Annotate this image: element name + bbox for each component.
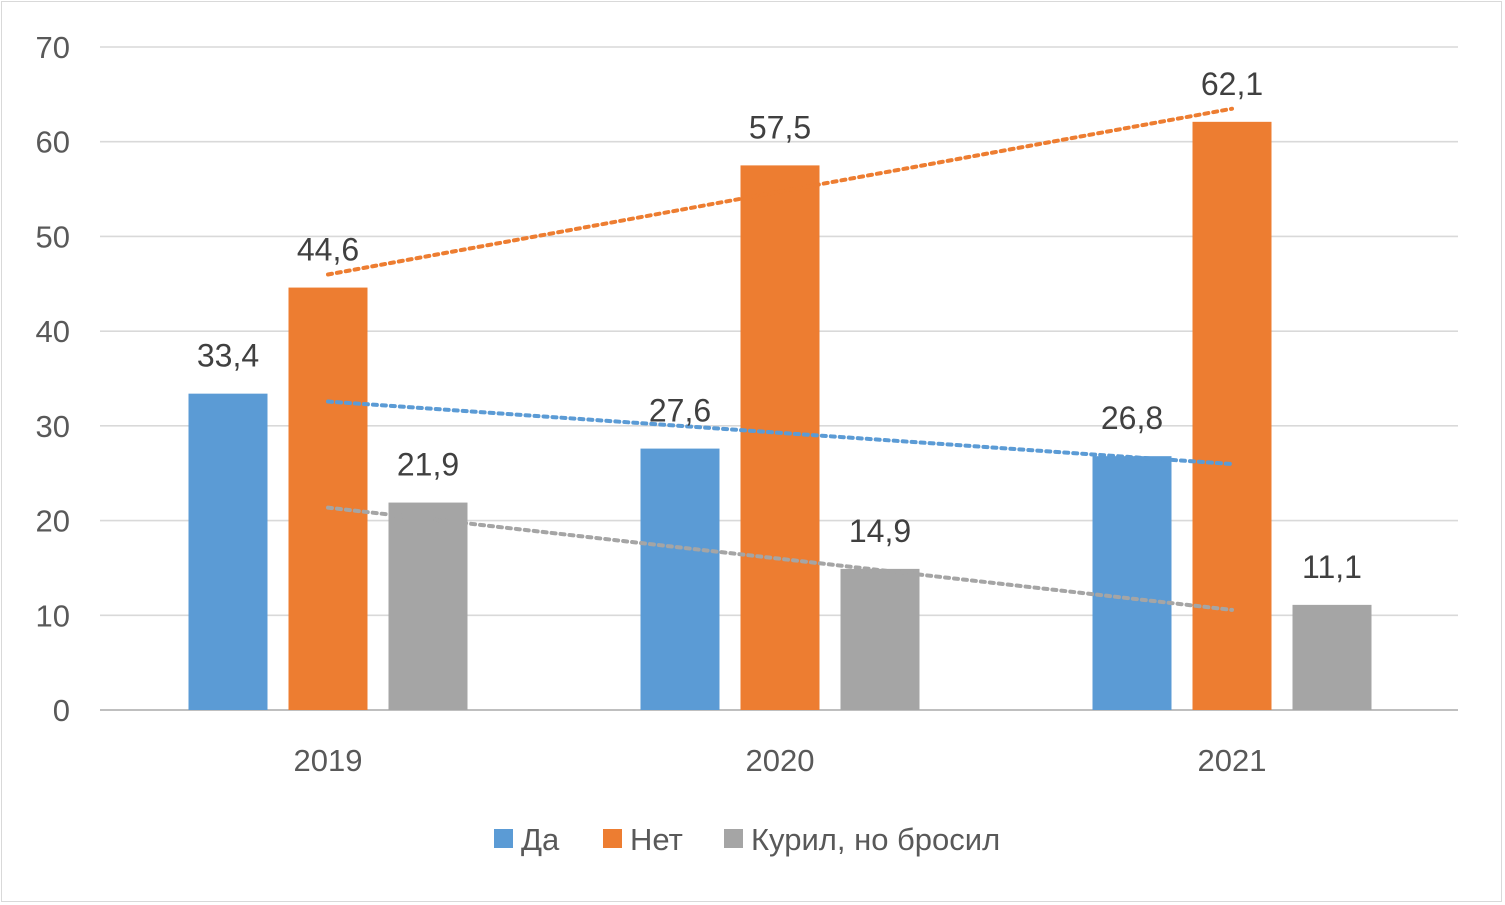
- bar: [640, 448, 720, 710]
- x-category-label: 2021: [1198, 743, 1267, 778]
- legend: Да Нет Курил, но бросил: [494, 822, 1000, 857]
- trendlines: [326, 106, 1234, 612]
- data-label: 57,5: [749, 109, 811, 145]
- trendline: [326, 106, 1234, 277]
- data-label: 21,9: [397, 447, 459, 483]
- bar: [288, 287, 368, 710]
- data-label: 62,1: [1201, 66, 1263, 102]
- data-label: 11,1: [1302, 549, 1362, 585]
- bar: [188, 393, 268, 710]
- bar: [1092, 456, 1172, 710]
- legend-item: Курил, но бросил: [724, 822, 1000, 857]
- x-category-label: 2019: [294, 743, 363, 778]
- legend-label: Да: [521, 822, 560, 857]
- data-label: 26,8: [1101, 400, 1163, 436]
- y-tick-label: 60: [36, 125, 70, 160]
- trendline: [326, 505, 1234, 612]
- bar: [1192, 121, 1272, 711]
- y-axis-tick-labels: 0 10 20 30 40 50 60 70: [36, 30, 70, 728]
- y-tick-label: 40: [36, 314, 70, 349]
- y-tick-label: 70: [36, 30, 70, 65]
- legend-swatch: [603, 829, 622, 848]
- trendline: [326, 399, 1234, 467]
- x-category-label: 2020: [746, 743, 815, 778]
- legend-label: Курил, но бросил: [751, 822, 1000, 857]
- bar: [388, 502, 468, 710]
- bar: [1292, 604, 1372, 710]
- bars: [188, 121, 1372, 711]
- y-tick-label: 50: [36, 219, 70, 254]
- y-tick-label: 20: [36, 504, 70, 539]
- data-labels: 33,4 44,6 21,9 27,6 57,5 14,9 26,8 62,1 11,1: [197, 66, 1362, 585]
- bar: [740, 165, 820, 711]
- legend-item: Нет: [603, 822, 683, 857]
- bar: [840, 568, 920, 710]
- legend-swatch: [494, 829, 513, 848]
- legend-item: Да: [494, 822, 560, 857]
- data-label: 44,6: [297, 232, 359, 268]
- y-tick-label: 10: [36, 598, 70, 633]
- y-tick-label: 0: [53, 693, 70, 728]
- x-axis-category-labels: 2019 2020 2021: [294, 743, 1267, 778]
- y-tick-label: 30: [36, 409, 70, 444]
- data-label: 33,4: [197, 338, 259, 374]
- legend-swatch: [724, 829, 743, 848]
- data-label: 14,9: [849, 513, 911, 549]
- data-label: 27,6: [649, 393, 711, 429]
- legend-label: Нет: [630, 822, 683, 857]
